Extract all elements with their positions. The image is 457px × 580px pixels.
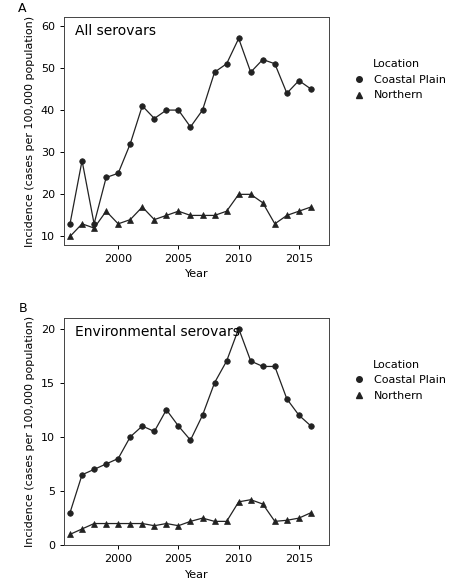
Text: B: B [18, 302, 27, 315]
Text: All serovars: All serovars [74, 24, 155, 38]
Y-axis label: Incidence (cases per 100,000 population): Incidence (cases per 100,000 population) [25, 16, 35, 246]
Text: Environmental serovars: Environmental serovars [74, 325, 239, 339]
Legend: Coastal Plain, Northern: Coastal Plain, Northern [345, 57, 448, 103]
X-axis label: Year: Year [185, 570, 208, 580]
Text: A: A [18, 2, 27, 15]
Y-axis label: Incidence (cases per 100,000 population): Incidence (cases per 100,000 population) [25, 316, 35, 547]
X-axis label: Year: Year [185, 270, 208, 280]
Legend: Coastal Plain, Northern: Coastal Plain, Northern [345, 357, 448, 403]
